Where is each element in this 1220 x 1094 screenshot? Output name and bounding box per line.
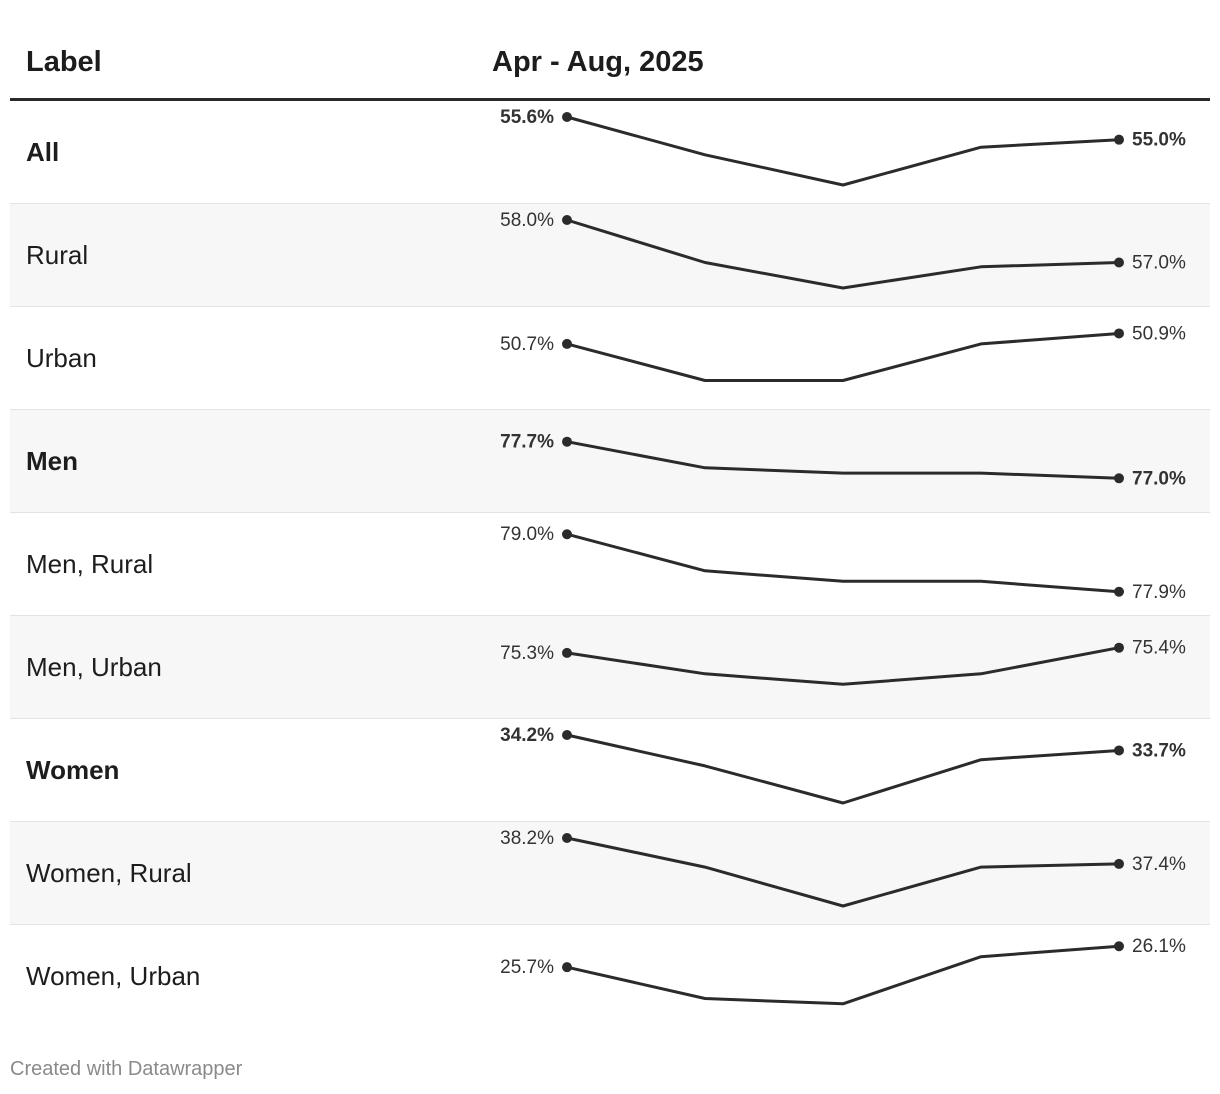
end-point [1114, 642, 1124, 653]
end-point [1114, 257, 1124, 268]
end-point [1114, 586, 1124, 597]
end-value-label: 50.9% [1132, 323, 1186, 344]
row-label: Rural [26, 240, 89, 270]
column-header-label: Label [26, 46, 102, 78]
start-point [562, 647, 572, 658]
start-value-label: 25.7% [500, 957, 554, 978]
start-value-label: 79.0% [500, 524, 554, 545]
table-row: Women 34.2% 33.7% [10, 719, 1210, 822]
start-value-label: 75.3% [500, 643, 554, 664]
series-line [566, 440, 1120, 480]
row-label: Men, Rural [26, 549, 154, 579]
end-point [1114, 328, 1124, 339]
table-row: Men 77.7% 77.0% [10, 410, 1210, 513]
sparkline: 77.7% 77.0% [500, 432, 1186, 490]
start-value-label: 50.7% [500, 334, 554, 355]
sparkline: 38.2% 37.4% [500, 828, 1186, 908]
end-point [1114, 941, 1124, 952]
start-point [562, 529, 572, 540]
row-label: Women, Urban [26, 961, 201, 991]
sparkline: 79.0% 77.9% [500, 524, 1186, 603]
start-value-label: 34.2% [500, 725, 554, 746]
row-label: Women [26, 755, 120, 785]
start-point [562, 833, 572, 843]
end-point [1114, 858, 1124, 869]
start-value-label: 38.2% [500, 828, 554, 849]
end-value-label: 75.4% [1132, 638, 1186, 659]
table-row: Rural 58.0% 57.0% [10, 204, 1210, 307]
sparkline: 58.0% 57.0% [500, 210, 1186, 290]
end-point [1114, 473, 1124, 484]
sparkline: 75.3% 75.4% [500, 638, 1186, 686]
end-value-label: 77.9% [1132, 582, 1186, 603]
table-row: Urban 50.7% 50.9% [10, 307, 1210, 410]
start-value-label: 77.7% [500, 432, 554, 453]
end-point [1114, 745, 1124, 756]
end-value-label: 37.4% [1132, 854, 1186, 875]
end-value-label: 26.1% [1132, 936, 1186, 957]
start-point [562, 112, 572, 122]
series-line [566, 115, 1120, 187]
start-value-label: 55.6% [500, 107, 554, 128]
row-label: All [26, 137, 60, 167]
series-line [566, 332, 1120, 382]
column-header-period: Apr - Aug, 2025 [492, 46, 704, 78]
sparkline: 25.7% 26.1% [500, 936, 1186, 1006]
sparkline: 55.6% 55.0% [500, 107, 1186, 187]
end-value-label: 57.0% [1132, 253, 1186, 274]
series-line [566, 733, 1120, 805]
series-line [566, 944, 1120, 1006]
sparkline-table: Label Apr - Aug, 2025 All 55.6% 55.0% Rural… [10, 28, 1210, 1027]
start-point [562, 215, 572, 225]
table-row: Men, Rural 79.0% 77.9% [10, 513, 1210, 616]
series-line [566, 836, 1120, 908]
start-point [562, 962, 572, 973]
row-label: Women, Rural [26, 858, 192, 888]
row-label: Urban [26, 343, 97, 373]
series-line [566, 218, 1120, 290]
sparkline: 34.2% 33.7% [500, 725, 1186, 805]
table-row: All 55.6% 55.0% [10, 101, 1210, 204]
start-value-label: 58.0% [500, 210, 554, 231]
start-point [562, 436, 572, 447]
series-line [566, 532, 1120, 594]
table-row: Women, Urban 25.7% 26.1% [10, 925, 1210, 1027]
start-point [562, 338, 572, 349]
table-header: Label Apr - Aug, 2025 [10, 28, 1210, 101]
end-point [1114, 134, 1124, 145]
start-point [562, 730, 572, 740]
table-row: Men, Urban 75.3% 75.4% [10, 616, 1210, 719]
end-value-label: 55.0% [1132, 130, 1186, 151]
footer-credit: Created with Datawrapper [10, 1058, 243, 1080]
row-label: Men, Urban [26, 652, 162, 682]
table-row: Women, Rural 38.2% 37.4% [10, 822, 1210, 925]
sparkline: 50.7% 50.9% [500, 323, 1186, 382]
table-body: All 55.6% 55.0% Rural 58.0% 57.0% Urban 50.7% 50… [10, 101, 1210, 1027]
series-line [566, 646, 1120, 686]
row-label: Men [26, 446, 78, 476]
end-value-label: 77.0% [1132, 468, 1186, 489]
end-value-label: 33.7% [1132, 740, 1186, 761]
